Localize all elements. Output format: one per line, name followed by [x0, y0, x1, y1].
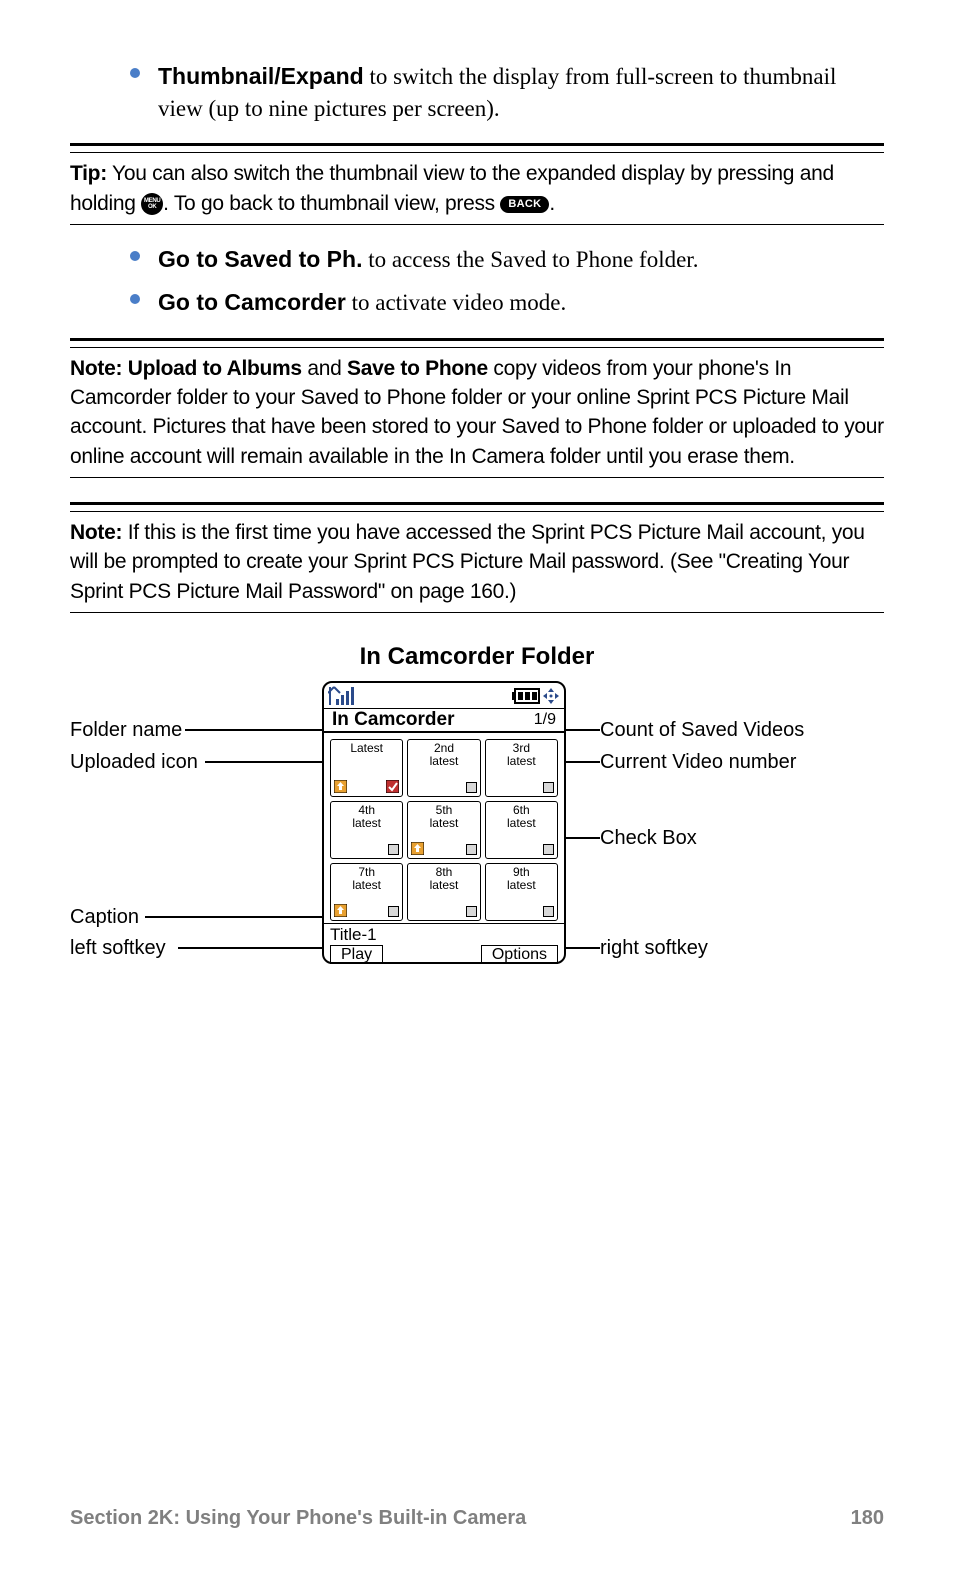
battery-icon: [512, 688, 540, 704]
anno-left-softkey: left softkey: [70, 937, 166, 960]
bullet-bold: Thumbnail/Expand: [158, 63, 364, 89]
note-box-2: Note: If this is the first time you have…: [70, 516, 884, 608]
checkbox-icon: [543, 782, 554, 793]
thumbnail-grid: Latest 2nd latest 3rd latest 4th latest …: [324, 733, 564, 923]
thumbnail[interactable]: 8th latest: [407, 863, 480, 921]
thumbnail[interactable]: 3rd latest: [485, 739, 558, 797]
thumbnail[interactable]: 2nd latest: [407, 739, 480, 797]
rule: [70, 143, 884, 146]
diagram-title: In Camcorder Folder: [70, 643, 884, 671]
anno-line: [178, 947, 334, 949]
rule: [70, 502, 884, 505]
tip-box: Tip: You can also switch the thumbnail v…: [70, 157, 884, 220]
battery-nav-icons: [512, 687, 560, 705]
anno-count-saved: Count of Saved Videos: [600, 719, 804, 742]
anno-current-video: Current Video number: [600, 751, 796, 774]
anno-line: [205, 761, 333, 763]
anno-caption: Caption: [70, 906, 139, 929]
checkbox-icon: [543, 844, 554, 855]
note-bold: Upload to Albums: [128, 357, 302, 380]
anno-line: [560, 837, 600, 839]
bullet-list-top: Thumbnail/Expand to switch the display f…: [130, 60, 884, 125]
left-softkey[interactable]: Play: [330, 945, 383, 964]
caption-bar: Title-1: [324, 923, 564, 945]
tip-text: .: [549, 192, 555, 215]
rule: [70, 477, 884, 478]
bullet-dot-icon: [130, 68, 140, 78]
right-softkey[interactable]: Options: [481, 945, 558, 964]
phone-screen: In Camcorder 1/9 Latest 2nd latest 3rd l…: [322, 681, 566, 964]
anno-line: [145, 916, 330, 918]
tip-label: Tip:: [70, 162, 107, 185]
anno-uploaded-icon: Uploaded icon: [70, 751, 198, 774]
bullet-rest: to activate video mode.: [346, 290, 566, 315]
note-label: Note:: [70, 521, 122, 544]
checkbox-icon: [388, 844, 399, 855]
note-label: Note:: [70, 357, 122, 380]
checkbox-icon: [466, 782, 477, 793]
bullet-dot-icon: [130, 294, 140, 304]
checkbox-icon: [543, 906, 554, 917]
softkey-bar: Play Options: [324, 945, 564, 967]
thumbnail[interactable]: 4th latest: [330, 801, 403, 859]
tip-text: . To go back to thumbnail view, press: [163, 192, 500, 215]
anno-right-softkey: right softkey: [600, 937, 708, 960]
back-button-icon: BACK: [500, 196, 549, 213]
video-count: 1/9: [534, 711, 556, 729]
bullet-text: Thumbnail/Expand to switch the display f…: [158, 60, 884, 125]
bullet-item: Go to Camcorder to activate video mode.: [130, 286, 884, 319]
note-rest: If this is the first time you have acces…: [70, 521, 865, 603]
bullet-bold: Go to Camcorder: [158, 289, 346, 315]
thumbnail[interactable]: 9th latest: [485, 863, 558, 921]
status-bar: [324, 683, 564, 709]
bullet-list-mid: Go to Saved to Ph. to access the Saved t…: [130, 243, 884, 319]
menu-ok-button-icon: MENUOK: [141, 193, 163, 215]
folder-name: In Camcorder: [332, 709, 454, 731]
anno-line: [185, 729, 322, 731]
rule: [70, 152, 884, 153]
checkbox-icon: [388, 906, 399, 917]
upload-icon: [334, 780, 347, 793]
rule: [70, 347, 884, 348]
rule: [70, 511, 884, 512]
checkbox-icon: [466, 844, 477, 855]
check-mark-icon: [386, 780, 399, 793]
signal-icon: [328, 685, 358, 707]
thumbnail[interactable]: 5th latest: [407, 801, 480, 859]
diagram: Folder name Uploaded icon Caption left s…: [70, 681, 890, 981]
checkbox-icon: [466, 906, 477, 917]
footer-section: Section 2K: Using Your Phone's Built-in …: [70, 1507, 526, 1530]
page-footer: Section 2K: Using Your Phone's Built-in …: [70, 1507, 884, 1530]
bullet-item: Go to Saved to Ph. to access the Saved t…: [130, 243, 884, 276]
thumbnail[interactable]: 7th latest: [330, 863, 403, 921]
footer-page: 180: [851, 1507, 884, 1530]
note-bold: Save to Phone: [347, 357, 488, 380]
bullet-rest: to access the Saved to Phone folder.: [362, 247, 698, 272]
bullet-text: Go to Saved to Ph. to access the Saved t…: [158, 243, 698, 276]
thumbnail[interactable]: Latest: [330, 739, 403, 797]
upload-icon: [411, 842, 424, 855]
rule: [70, 224, 884, 225]
bullet-bold: Go to Saved to Ph.: [158, 246, 362, 272]
nav-arrows-icon: [542, 687, 560, 705]
bullet-dot-icon: [130, 251, 140, 261]
note-box-1: Note: Upload to Albums and Save to Phone…: [70, 352, 884, 474]
anno-folder-name: Folder name: [70, 719, 182, 742]
thumbnail[interactable]: 6th latest: [485, 801, 558, 859]
folder-title-bar: In Camcorder 1/9: [324, 709, 564, 733]
bullet-item: Thumbnail/Expand to switch the display f…: [130, 60, 884, 125]
rule: [70, 612, 884, 613]
rule: [70, 338, 884, 341]
bullet-text: Go to Camcorder to activate video mode.: [158, 286, 566, 319]
anno-check-box: Check Box: [600, 827, 697, 850]
upload-icon: [334, 904, 347, 917]
page: Thumbnail/Expand to switch the display f…: [0, 0, 954, 1590]
